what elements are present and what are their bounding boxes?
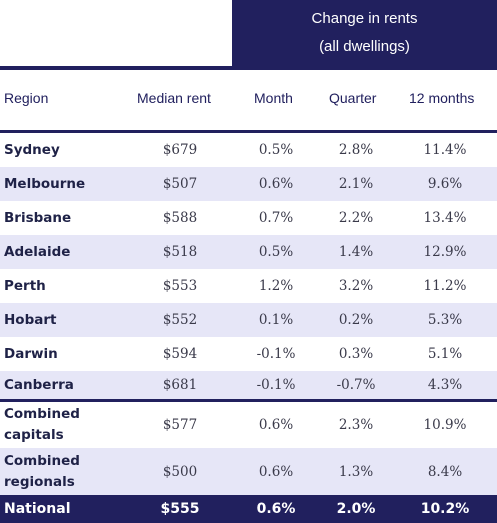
region-cell: Melbourne xyxy=(4,175,86,192)
month-cell: 0.6% xyxy=(258,463,294,480)
col-header-region: Region xyxy=(4,90,49,106)
table-row: Brisbane $588 0.7% 2.2% 13.4% xyxy=(0,201,497,235)
quarter-cell: 2.0% xyxy=(336,501,376,517)
median-cell: $679 xyxy=(162,142,198,158)
median-cell: $518 xyxy=(162,244,198,260)
header-divider xyxy=(0,66,497,70)
table-row: Melbourne $507 0.6% 2.1% 9.6% xyxy=(0,167,497,201)
quarter-cell: -0.7% xyxy=(336,377,376,393)
year-cell: 12.9% xyxy=(423,244,467,260)
col-header-quarter: Quarter xyxy=(329,90,377,106)
year-cell: 4.3% xyxy=(427,377,463,393)
year-cell: 9.6% xyxy=(427,176,463,192)
column-header-row: Region Median rent Month Quarter 12 mont… xyxy=(0,70,497,130)
median-cell: $555 xyxy=(160,501,200,517)
quarter-cell: 2.8% xyxy=(338,142,374,158)
quarter-cell: 2.1% xyxy=(338,176,374,192)
year-cell: 13.4% xyxy=(423,210,467,226)
group-header-line2: (all dwellings) xyxy=(319,38,410,55)
col-header-median: Median rent xyxy=(137,90,211,106)
region-cell: Hobart xyxy=(4,311,57,328)
quarter-cell: 1.4% xyxy=(338,244,374,260)
year-cell: 11.2% xyxy=(423,278,467,294)
table-row: Darwin $594 -0.1% 0.3% 5.1% xyxy=(0,337,497,371)
region-cell: National xyxy=(4,500,71,517)
median-cell: $594 xyxy=(162,346,198,362)
region-cell: Combined regionals xyxy=(4,448,80,495)
month-cell: 1.2% xyxy=(258,278,294,294)
table-row: Combined regionals $500 0.6% 1.3% 8.4% xyxy=(0,448,497,495)
region-cell: Canberra xyxy=(4,376,74,393)
combined-divider xyxy=(0,399,497,402)
region-cell: Combined capitals xyxy=(4,402,80,448)
month-cell: 0.7% xyxy=(258,210,294,226)
year-cell: 8.4% xyxy=(427,463,463,480)
quarter-cell: 3.2% xyxy=(338,278,374,294)
year-cell: 5.3% xyxy=(427,312,463,328)
month-cell: 0.5% xyxy=(258,244,294,260)
region-cell: Perth xyxy=(4,277,46,294)
quarter-cell: 0.2% xyxy=(338,312,374,328)
month-cell: 0.6% xyxy=(258,417,294,433)
region-cell: Darwin xyxy=(4,345,58,362)
median-cell: $588 xyxy=(162,210,198,226)
group-header-band: Change in rents (all dwellings) xyxy=(0,0,497,66)
table-row: Adelaide $518 0.5% 1.4% 12.9% xyxy=(0,235,497,269)
month-cell: -0.1% xyxy=(256,377,296,393)
quarter-cell: 1.3% xyxy=(338,463,374,480)
column-header-divider xyxy=(0,130,497,133)
change-in-rents-header: Change in rents (all dwellings) xyxy=(232,0,497,66)
month-cell: 0.6% xyxy=(256,501,296,517)
year-cell: 5.1% xyxy=(427,346,463,362)
month-cell: 0.6% xyxy=(258,176,294,192)
table-row: Sydney $679 0.5% 2.8% 11.4% xyxy=(0,133,497,167)
region-cell: Adelaide xyxy=(4,243,71,260)
year-cell: 10.9% xyxy=(423,417,467,433)
month-cell: 0.5% xyxy=(258,142,294,158)
national-row: National $555 0.6% 2.0% 10.2% xyxy=(0,495,497,523)
median-cell: $552 xyxy=(162,312,198,328)
table-row: Perth $553 1.2% 3.2% 11.2% xyxy=(0,269,497,303)
quarter-cell: 2.3% xyxy=(338,417,374,433)
region-line1: Combined xyxy=(4,406,80,422)
table-row: Hobart $552 0.1% 0.2% 5.3% xyxy=(0,303,497,337)
region-line2: capitals xyxy=(4,427,64,443)
col-header-month: Month xyxy=(254,90,293,106)
median-cell: $577 xyxy=(162,417,198,433)
year-cell: 10.2% xyxy=(420,501,470,517)
quarter-cell: 0.3% xyxy=(338,346,374,362)
table-row: Canberra $681 -0.1% -0.7% 4.3% xyxy=(0,371,497,399)
median-cell: $507 xyxy=(162,176,198,192)
group-header-line1: Change in rents xyxy=(311,10,418,27)
year-cell: 11.4% xyxy=(423,142,467,158)
region-cell: Sydney xyxy=(4,141,60,158)
quarter-cell: 2.2% xyxy=(338,210,374,226)
median-cell: $500 xyxy=(162,463,198,480)
median-cell: $681 xyxy=(162,377,198,393)
month-cell: -0.1% xyxy=(256,346,296,362)
region-cell: Brisbane xyxy=(4,209,72,226)
table-row: Combined capitals $577 0.6% 2.3% 10.9% xyxy=(0,402,497,448)
month-cell: 0.1% xyxy=(258,312,294,328)
region-line2: regionals xyxy=(4,473,75,490)
median-cell: $553 xyxy=(162,278,198,294)
region-line1: Combined xyxy=(4,452,80,469)
col-header-12months: 12 months xyxy=(409,90,475,106)
